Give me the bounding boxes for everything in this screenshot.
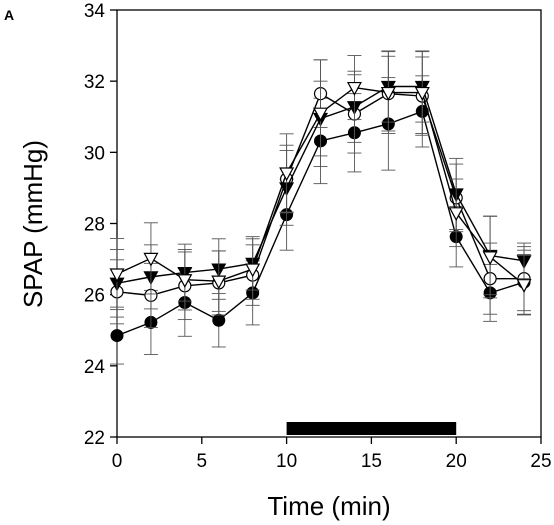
panel-label: A (4, 7, 14, 23)
series-layer (110, 51, 531, 364)
stimulus-bar (287, 422, 457, 435)
x-tick-label: 10 (276, 451, 297, 472)
data-point (111, 330, 123, 342)
stimulus-bar-group (287, 422, 457, 435)
y-tick-label: 24 (84, 357, 106, 378)
y-tick-label: 22 (84, 428, 105, 449)
x-tick-label: 5 (197, 451, 208, 472)
data-point (213, 314, 225, 326)
x-tick-label: 15 (361, 451, 382, 472)
y-tick-label: 32 (84, 72, 105, 93)
y-tick-label: 28 (84, 215, 105, 236)
y-axis-title: SPAP (mmHg) (18, 140, 48, 308)
plot-frame (117, 10, 541, 437)
y-tick-label: 26 (84, 286, 105, 307)
x-tick-label: 25 (530, 451, 551, 472)
x-tick-label: 20 (446, 451, 467, 472)
y-tick-label: 30 (84, 143, 105, 164)
x-axis-title: Time (min) (267, 491, 390, 521)
x-tick-label: 0 (112, 451, 123, 472)
y-tick-label: 34 (84, 1, 106, 22)
axes: 0 5 10 15 20 25 22 24 26 28 30 32 34 (84, 1, 552, 472)
data-point (484, 252, 497, 264)
